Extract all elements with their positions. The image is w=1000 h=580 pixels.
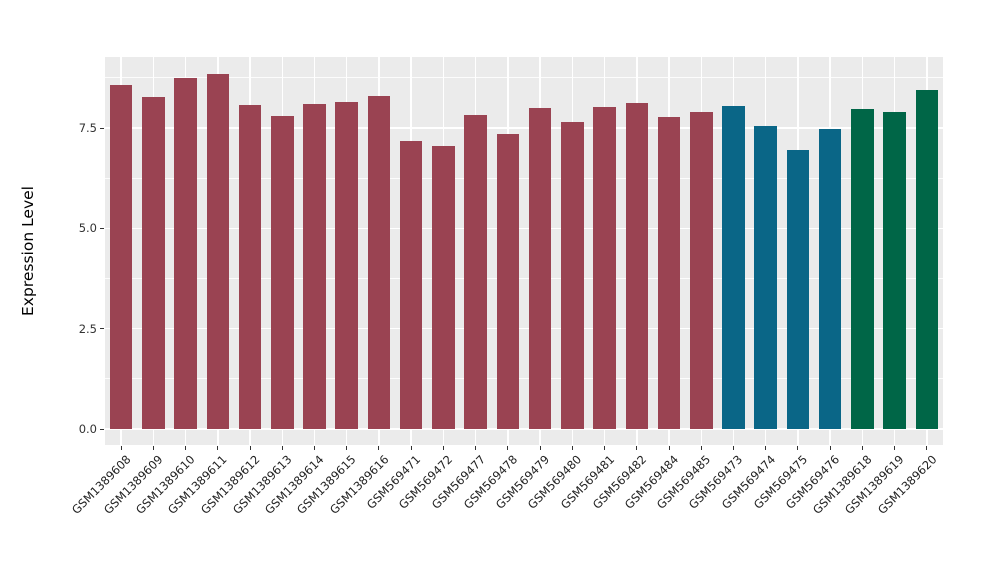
bar-GSM569471 [399, 141, 423, 429]
bar-GSM1389609 [142, 96, 165, 429]
x-tick-mark [120, 446, 122, 450]
gridline-horizontal-major [105, 227, 943, 230]
y-tick-label: 5.0 [78, 221, 97, 236]
bar-GSM1389613 [270, 116, 294, 429]
bar-GSM1389620 [915, 89, 939, 429]
gridline-horizontal-minor [105, 77, 943, 79]
bar-GSM569473 [722, 105, 745, 429]
gridline-horizontal-major [105, 428, 943, 430]
plot-panel [105, 57, 943, 445]
bar-GSM569485 [689, 112, 713, 429]
x-tick-mark [668, 446, 670, 450]
bar-GSM569484 [657, 116, 681, 429]
x-tick-mark [281, 446, 283, 450]
x-tick-mark [410, 446, 412, 450]
x-tick-mark [346, 446, 348, 450]
x-tick-mark [539, 446, 541, 450]
bar-GSM569481 [593, 106, 616, 429]
x-tick-mark [249, 446, 251, 450]
y-tick-mark [100, 428, 104, 430]
bar-GSM1389608 [109, 85, 133, 429]
x-tick-mark [152, 446, 154, 450]
gridline-horizontal-minor [105, 177, 943, 179]
y-axis-title: Expression Level [19, 186, 37, 316]
bar-GSM569475 [786, 149, 810, 429]
x-tick-mark [765, 446, 767, 450]
bar-GSM569476 [818, 129, 842, 429]
y-tick-label: 0.0 [78, 422, 97, 436]
y-tick-label: 2.5 [78, 321, 97, 336]
x-tick-mark [604, 446, 606, 450]
y-tick-mark [100, 227, 104, 229]
y-tick-mark [100, 328, 104, 330]
x-tick-mark [571, 446, 573, 450]
x-tick-mark [797, 446, 799, 450]
bar-GSM1389616 [367, 95, 391, 429]
x-tick-mark [378, 446, 380, 450]
bar-GSM569479 [528, 107, 552, 429]
y-tick-label: 7.5 [78, 121, 97, 136]
bar-GSM569480 [561, 121, 584, 429]
y-tick-mark [100, 127, 104, 129]
x-tick-mark [314, 446, 315, 450]
x-tick-mark [185, 446, 187, 450]
x-tick-mark [507, 446, 509, 450]
bar-GSM569477 [464, 115, 487, 429]
bar-GSM1389618 [851, 108, 874, 429]
bar-GSM1389611 [206, 73, 230, 429]
x-tick-mark [475, 446, 477, 450]
bar-GSM1389614 [303, 104, 326, 429]
x-tick-mark [829, 446, 831, 450]
gridline-horizontal-major [105, 327, 943, 330]
gridline-horizontal-minor [105, 278, 943, 279]
x-tick-mark [700, 446, 702, 450]
bar-GSM1389615 [335, 102, 358, 429]
bar-GSM569482 [625, 103, 649, 429]
bar-GSM569472 [432, 146, 455, 429]
x-tick-mark [894, 446, 896, 450]
gridline-horizontal-major [105, 127, 943, 129]
bar-GSM1389612 [238, 104, 262, 429]
x-tick-mark [442, 446, 444, 450]
bar-GSM569478 [496, 134, 520, 429]
x-tick-mark [861, 446, 863, 450]
x-tick-mark [733, 446, 734, 450]
bar-GSM1389610 [174, 78, 197, 429]
x-tick-mark [926, 446, 928, 450]
x-tick-mark [636, 446, 638, 450]
gridline-horizontal-minor [105, 378, 943, 380]
bar-GSM569474 [754, 126, 777, 429]
x-tick-mark [217, 446, 219, 450]
bar-GSM1389619 [883, 111, 906, 429]
